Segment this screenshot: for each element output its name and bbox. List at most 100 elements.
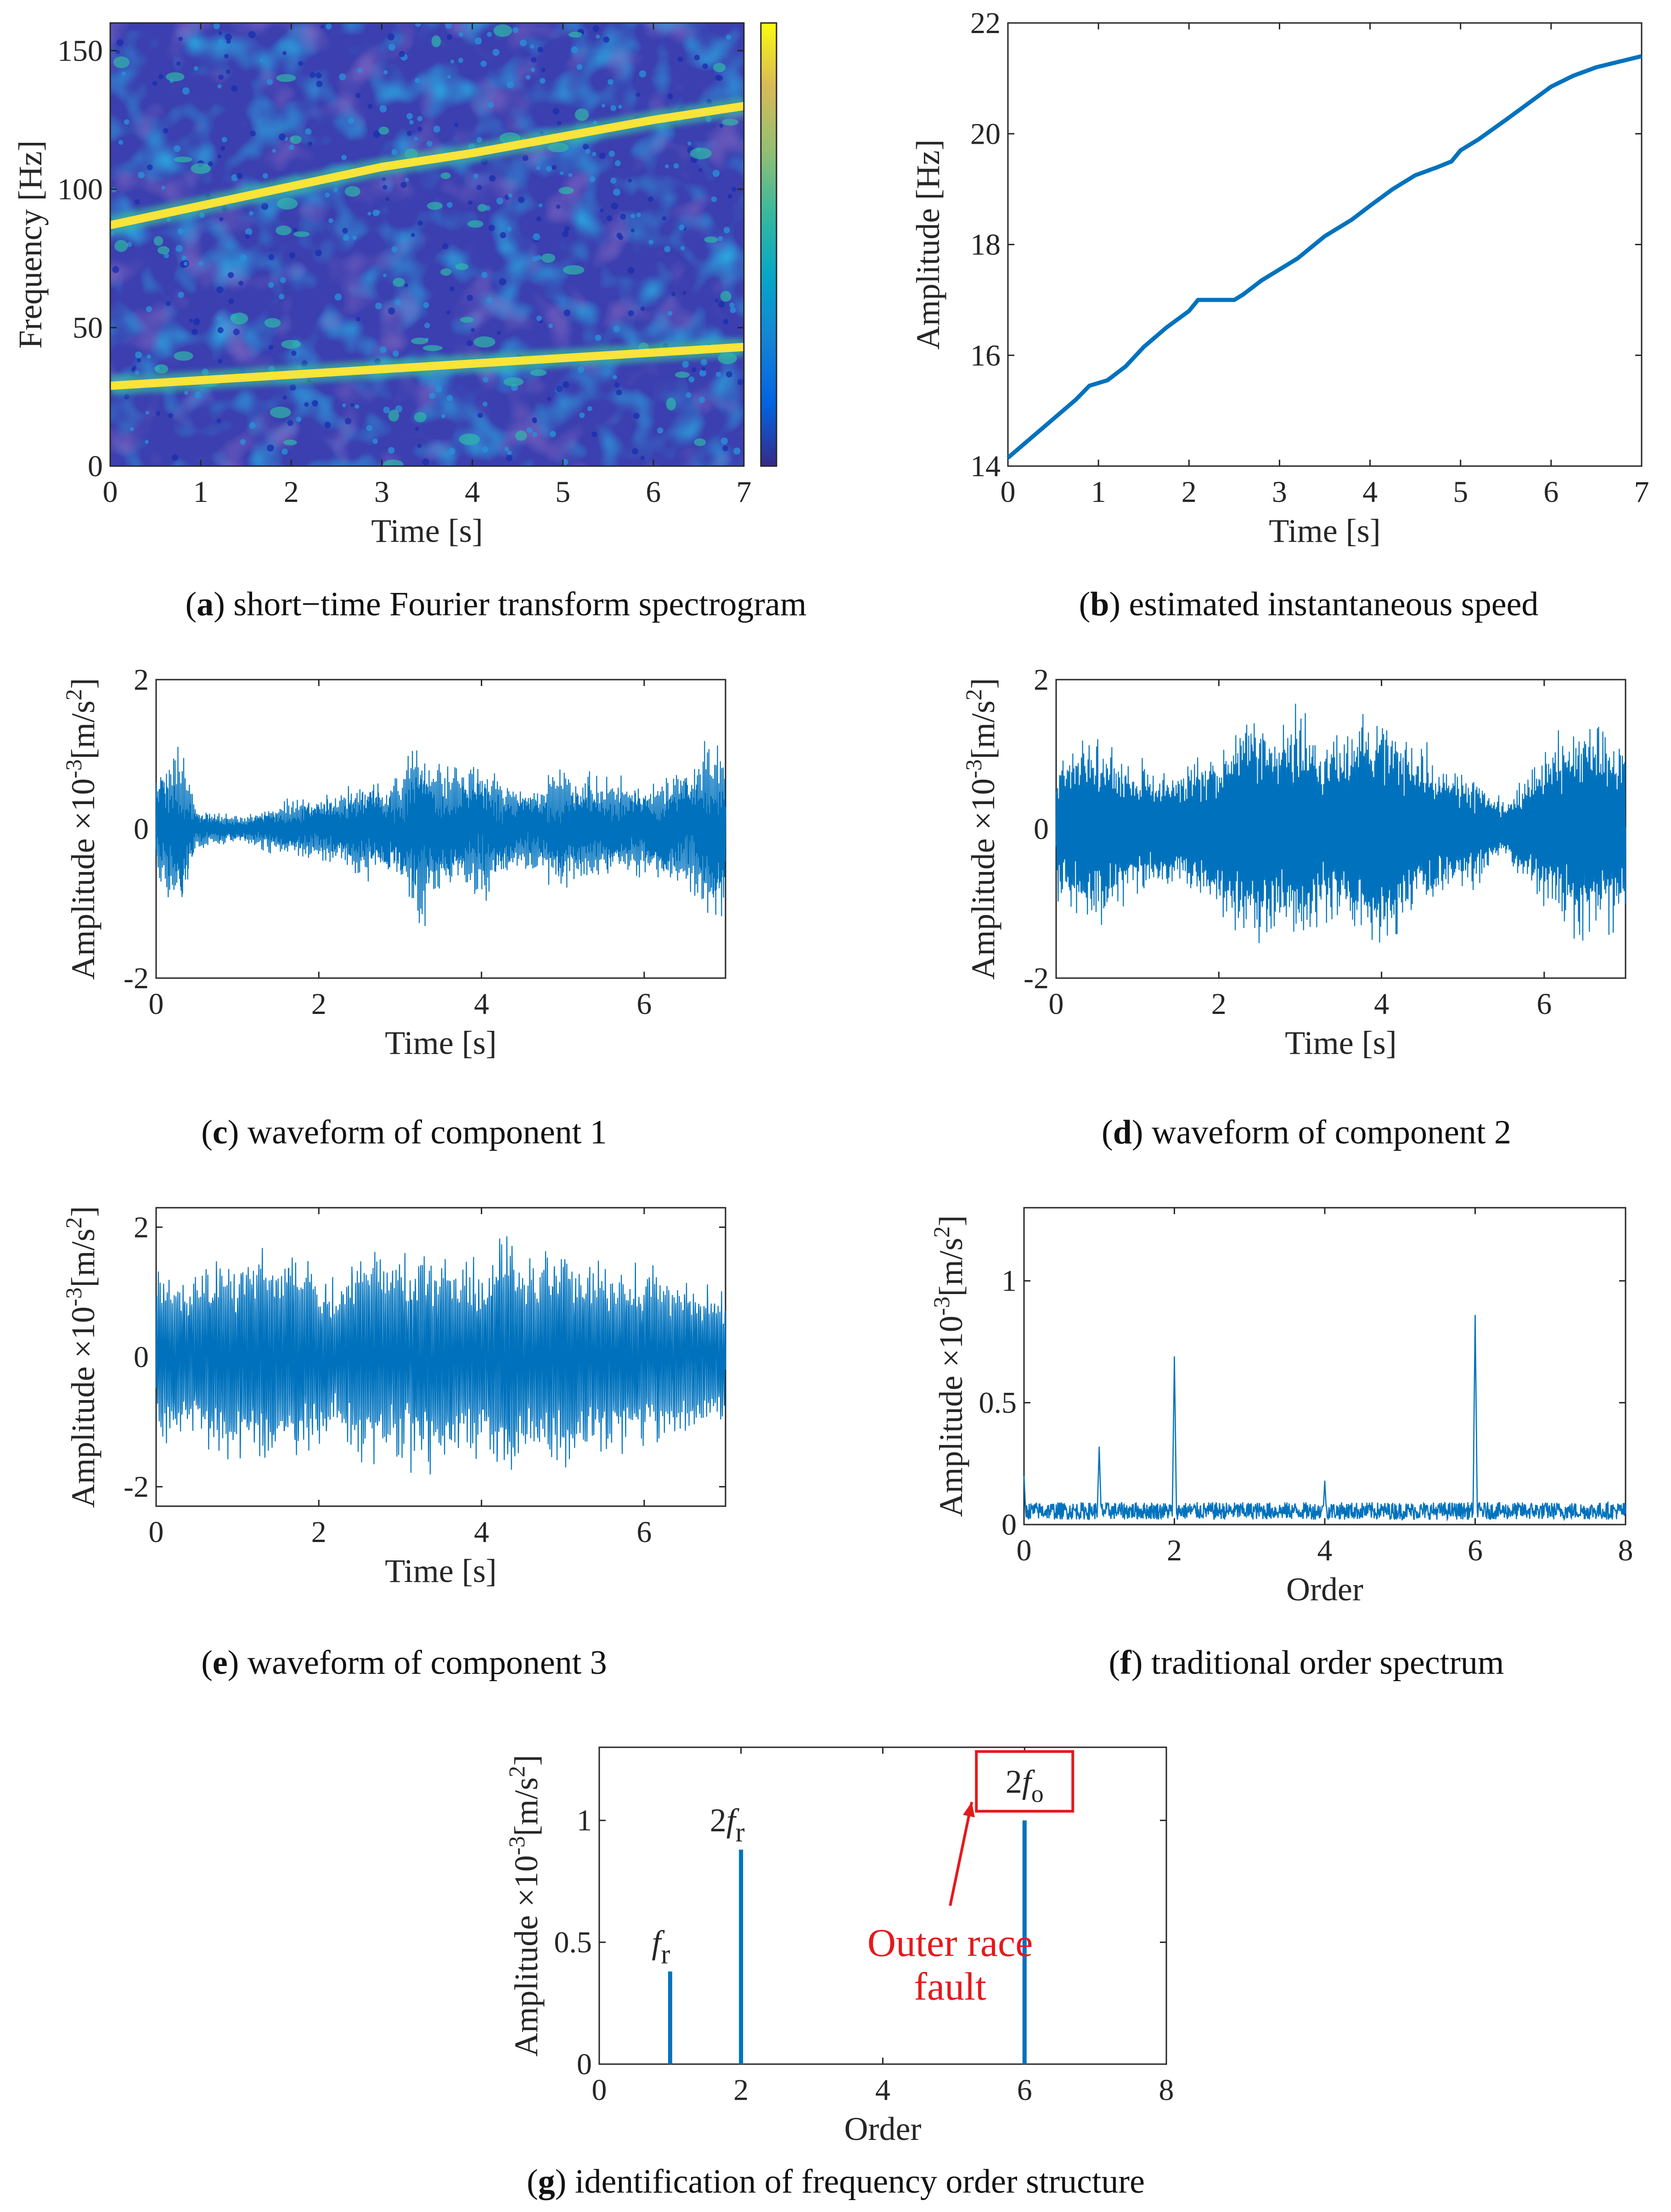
- spectrogram-speckle: [250, 130, 256, 137]
- spectrogram-speckle: [163, 253, 169, 259]
- spectrogram-patch: [277, 197, 298, 210]
- spectrogram-speckle: [729, 302, 735, 308]
- caption-text: traditional order spectrum: [1142, 1644, 1504, 1682]
- spectrogram-speckle: [467, 200, 473, 205]
- spectrogram-speckle: [324, 422, 331, 428]
- x-tick-label: 4: [1374, 987, 1389, 1021]
- spectrogram-speckle: [730, 307, 736, 314]
- spectrogram-speckle: [579, 412, 585, 418]
- spectrogram-speckle: [382, 185, 388, 190]
- y-tick-label: -2: [124, 962, 149, 995]
- caption-letter: c: [213, 1114, 228, 1151]
- x-tick-label: 5: [555, 475, 570, 509]
- y-tick-label: 0.5: [979, 1386, 1017, 1420]
- spectrogram-speckle: [548, 323, 553, 328]
- caption-text: waveform of component 1: [239, 1114, 607, 1151]
- spectrogram-speckle: [474, 37, 482, 45]
- spectrogram-speckle: [224, 54, 229, 59]
- spectrogram-speckle: [606, 215, 613, 222]
- spectrogram-speckle: [152, 81, 158, 86]
- spectrogram-speckle: [283, 395, 287, 400]
- spectrogram-patch: [276, 74, 296, 82]
- spectrogram-speckle: [483, 377, 489, 383]
- spectrogram-speckle: [488, 102, 494, 108]
- y-label-exp: -3: [504, 1836, 529, 1855]
- spectrogram-speckle: [680, 246, 685, 251]
- x-tick-label: 1: [1091, 475, 1106, 509]
- spectrogram-speckle: [178, 292, 184, 298]
- spectrogram-speckle: [280, 277, 286, 283]
- spectrogram-speckle: [291, 350, 297, 356]
- spectrogram-patch: [493, 24, 512, 37]
- spectrogram-speckle: [563, 381, 569, 388]
- spectrogram-speckle: [568, 173, 573, 177]
- spectrogram-speckle: [220, 146, 225, 151]
- spectrogram-speckle: [488, 225, 495, 231]
- spectrogram-patch: [440, 268, 452, 276]
- spectrogram-speckle: [218, 74, 224, 80]
- order-label-fr: fr: [652, 1924, 670, 1969]
- caption-close: ): [1109, 585, 1120, 623]
- plot-frame: [109, 22, 745, 467]
- spectrogram-speckle: [136, 358, 141, 363]
- spectrogram-speckle: [218, 359, 223, 364]
- spectrogram-speckle: [112, 266, 119, 273]
- spectrogram-speckle: [435, 385, 442, 393]
- spectrogram-speckle: [146, 306, 152, 312]
- spectrogram-speckle: [279, 293, 285, 300]
- e-waveform-line: [155, 1236, 726, 1475]
- spectrogram-speckle: [216, 418, 221, 423]
- spectrogram-speckle: [720, 437, 728, 445]
- spectrogram-patch: [393, 277, 405, 287]
- spectrogram-speckle: [492, 49, 500, 56]
- spectrogram-patch: [704, 236, 718, 243]
- spectrogram-patch: [289, 135, 302, 144]
- spectrogram-speckle: [426, 141, 433, 147]
- plot-frame: [1023, 1207, 1626, 1525]
- spectrogram-speckle: [636, 92, 641, 97]
- spectrogram-speckle: [354, 404, 360, 409]
- spectrogram-speckle: [217, 154, 222, 159]
- spectrogram-speckle: [448, 448, 456, 455]
- spectrogram-patch: [154, 364, 169, 374]
- spectrogram-speckle: [532, 418, 537, 423]
- x-tick-label: 8: [1159, 2073, 1174, 2107]
- spectrogram-speckle: [135, 199, 140, 204]
- spectrogram-speckle: [620, 214, 626, 220]
- spectrogram-speckle: [682, 291, 686, 295]
- x-tick-label: 4: [474, 987, 489, 1021]
- spectrogram-speckle: [433, 125, 440, 133]
- spectrogram-speckle: [539, 203, 543, 208]
- spectrogram-speckle: [380, 346, 387, 353]
- spectrogram-speckle: [404, 283, 408, 287]
- y-tick-label: 50: [73, 311, 103, 344]
- spectrogram-patch: [344, 186, 360, 197]
- spectrogram-speckle: [595, 334, 602, 341]
- spectrogram-speckle: [311, 400, 319, 407]
- spectrogram-speckle: [473, 173, 478, 179]
- x-tick-label: 0: [1001, 475, 1016, 509]
- spectrogram-patch: [293, 231, 310, 237]
- spectrogram-speckle: [526, 75, 531, 80]
- spectrogram-speckle: [158, 74, 164, 79]
- spectrogram-speckle: [145, 439, 149, 444]
- x-axis-label: Order: [844, 2111, 922, 2147]
- spectrogram-speckle: [446, 34, 453, 40]
- caption-text: waveform of component 2: [1143, 1114, 1511, 1151]
- spectrogram-speckle: [326, 23, 332, 30]
- x-axis-label: Time [s]: [1269, 512, 1380, 549]
- spectrogram-speckle: [296, 417, 302, 422]
- spectrogram-speckle: [417, 220, 423, 226]
- caption: (a) short−time Fourier transform spectro…: [186, 585, 807, 623]
- spectrogram-speckle: [640, 306, 645, 311]
- spectrogram-patch: [431, 35, 441, 47]
- spectrogram-patch: [467, 220, 484, 228]
- x-axis-label: Time [s]: [371, 512, 483, 549]
- spectrogram-speckle: [608, 79, 613, 85]
- spectrogram-patch: [153, 236, 163, 246]
- spectrogram-speckle: [552, 107, 560, 115]
- spectrogram-speckle: [480, 61, 487, 67]
- spectrogram-patch: [675, 371, 690, 378]
